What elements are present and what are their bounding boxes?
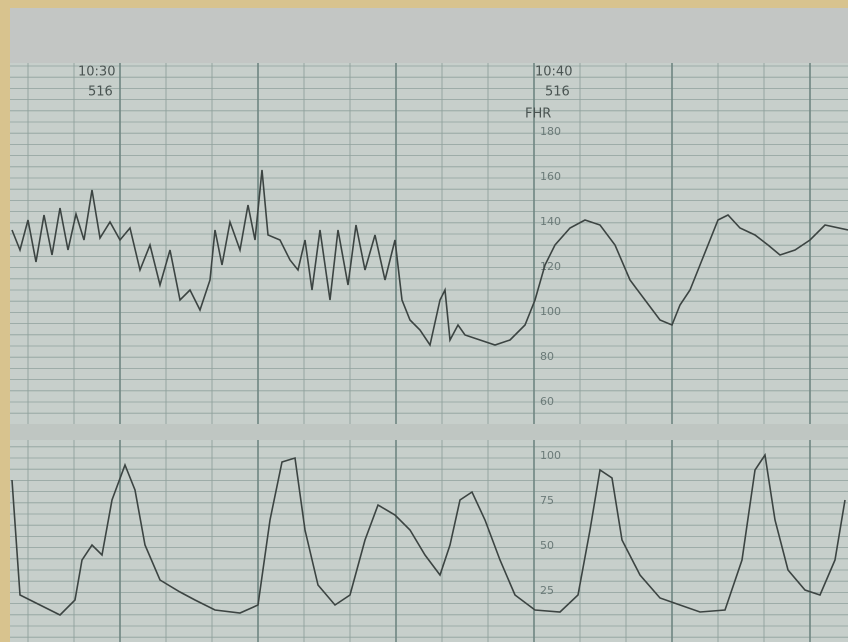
toco-scale-label: 50: [540, 539, 554, 552]
fhr-scale-label: 180: [540, 125, 561, 138]
toco-scale-label: 25: [540, 584, 554, 597]
marker-time: 10:30: [78, 65, 115, 80]
toco-scale-label: 100: [540, 449, 561, 462]
paper: [10, 8, 848, 642]
fhr-scale-label: 60: [540, 395, 554, 408]
marker-time: 10:40: [535, 65, 572, 80]
channel-label: FHR: [525, 107, 551, 122]
fhr-scale-label: 140: [540, 215, 561, 228]
fhr-scale-label: 80: [540, 350, 554, 363]
marker-code: 516: [88, 85, 113, 100]
fhr-scale-label: 100: [540, 305, 561, 318]
page: 10:30 516 10:40 516 FHR 1801601401201008…: [0, 0, 848, 642]
toco-scale-label: 75: [540, 494, 554, 507]
marker-code: 516: [545, 85, 570, 100]
fhr-scale-label: 160: [540, 170, 561, 183]
event-band: [10, 424, 848, 440]
ctg-photo: 10:30 516 10:40 516 FHR 1801601401201008…: [0, 0, 848, 642]
header-strip: [10, 8, 848, 63]
